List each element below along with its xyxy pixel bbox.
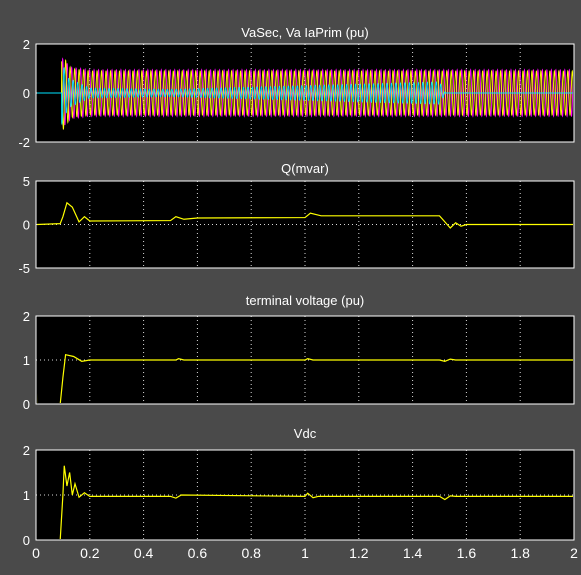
x-tick-label: 0.2	[80, 545, 100, 561]
y-tick-label: 5	[23, 174, 30, 189]
series-group	[37, 57, 573, 130]
x-tick-label: 1.6	[457, 545, 477, 561]
x-tick-label: 1.2	[349, 545, 369, 561]
grid	[36, 450, 574, 540]
y-tick-label: 2	[23, 37, 30, 52]
y-tick-label: 2	[23, 443, 30, 458]
panel-title: VaSec, Va IaPrim (pu)	[241, 25, 368, 40]
x-tick-label: 2	[570, 545, 578, 561]
series-line-1	[37, 353, 573, 403]
panel-title: terminal voltage (pu)	[246, 293, 365, 308]
y-tick-label: 1	[23, 488, 30, 503]
series-line-1	[59, 465, 573, 539]
series-group	[59, 465, 573, 539]
y-tick-label: 0	[23, 86, 30, 101]
series-line-2	[37, 58, 573, 130]
x-tick-label: 0.4	[134, 545, 154, 561]
y-tick-label: 0	[23, 397, 30, 412]
y-tick-label: -5	[18, 261, 30, 276]
y-tick-label: 0	[23, 218, 30, 233]
y-tick-label: -2	[18, 135, 30, 150]
x-tick-label: 1	[301, 545, 309, 561]
x-tick-label: 0.6	[188, 545, 208, 561]
scope-panel-3: terminal voltage (pu) 0 1 2	[23, 293, 575, 412]
y-tick-label: 1	[23, 353, 30, 368]
shared-x-axis: 0 0.2 0.4 0.6 0.8 1 1.2 1.4 1.6 1.8 2	[32, 545, 578, 561]
scope-panels: VaSec, Va IaPrim (pu) -2 0 2 Q(mvar) -5 0 5 term…	[18, 25, 575, 548]
series-line-1	[37, 201, 573, 229]
scope-panel-2: Q(mvar) -5 0 5	[18, 161, 575, 276]
series-line-3	[37, 67, 573, 126]
x-tick-label: 0	[32, 545, 40, 561]
scope-panel-1: VaSec, Va IaPrim (pu) -2 0 2	[18, 25, 575, 150]
series-line-1	[37, 57, 573, 126]
series-group	[37, 353, 573, 403]
x-tick-label: 1.4	[403, 545, 423, 561]
panel-title: Vdc	[294, 426, 317, 441]
series-group	[37, 201, 573, 229]
y-tick-label: 2	[23, 309, 30, 324]
y-tick-label: 0	[23, 533, 30, 548]
x-tick-label: 0.8	[241, 545, 261, 561]
scope-panel-4: Vdc 0 1 2	[23, 426, 575, 548]
panel-title: Q(mvar)	[281, 161, 329, 176]
x-tick-label: 1.8	[510, 545, 530, 561]
